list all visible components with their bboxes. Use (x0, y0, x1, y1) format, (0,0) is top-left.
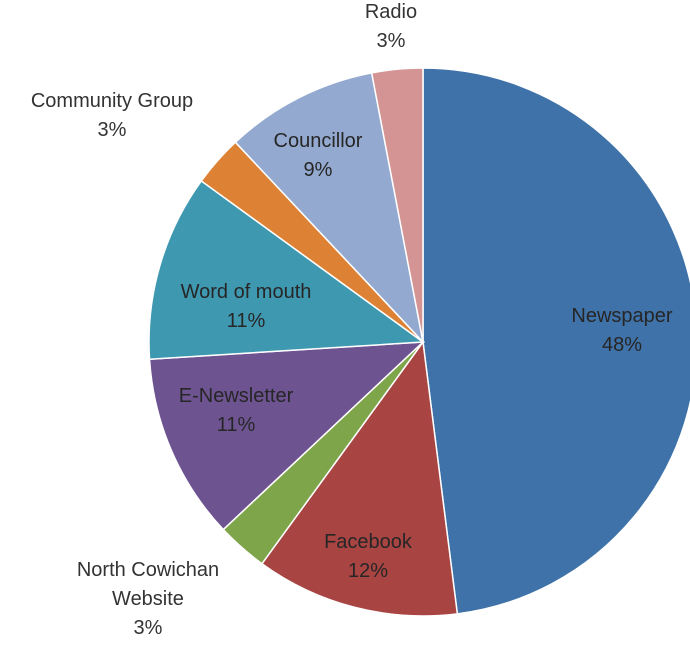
label-name-councillor: Councillor (274, 130, 363, 152)
slice-radio (370, 67, 424, 343)
slice-facebook (260, 340, 459, 617)
pie-slices (148, 67, 690, 617)
pie-labels: Newspaper 48% Facebook 12% North Cowichan Web… (31, 1, 673, 639)
slice-word-of-mouth (148, 179, 426, 360)
label-community-group: Community Group 3% (31, 90, 193, 141)
label-name-e-newsletter: E-Newsletter (179, 385, 294, 407)
label-percent-e-newsletter: 11% (217, 414, 256, 436)
label-newspaper: Newspaper 48% (571, 305, 673, 356)
label-percent-community-group: 3% (98, 119, 127, 141)
label-percent-word-of-mouth: 11% (227, 310, 266, 332)
label-radio: Radio 3% (365, 1, 417, 52)
label-name-facebook: Facebook (324, 531, 413, 553)
label-north-cowichan-website: North Cowichan Website 3% (77, 559, 219, 639)
label-percent-councillor: 9% (304, 159, 333, 181)
label-name-north-cowichan-website: North Cowichan (77, 559, 219, 581)
label-percent-facebook: 12% (348, 560, 388, 582)
label-councillor: Councillor 9% (274, 130, 363, 181)
label-name-community-group: Community Group (31, 90, 193, 112)
label-e-newsletter: E-Newsletter 11% (179, 385, 294, 436)
label-percent-radio: 3% (377, 30, 406, 52)
slice-e-newsletter (148, 341, 426, 531)
label-name-newspaper: Newspaper (571, 305, 673, 327)
label-name-radio: Radio (365, 1, 417, 23)
label-word-of-mouth: Word of mouth 11% (181, 281, 312, 332)
label-percent-newspaper: 48% (602, 334, 642, 356)
label-facebook: Facebook 12% (324, 531, 413, 582)
slice-councillor (234, 71, 425, 345)
label-name-north-cowichan-website: Website (112, 588, 184, 610)
label-name-word-of-mouth: Word of mouth (181, 281, 312, 303)
label-percent-north-cowichan-website: 3% (134, 617, 163, 639)
slice-newspaper (422, 67, 690, 615)
